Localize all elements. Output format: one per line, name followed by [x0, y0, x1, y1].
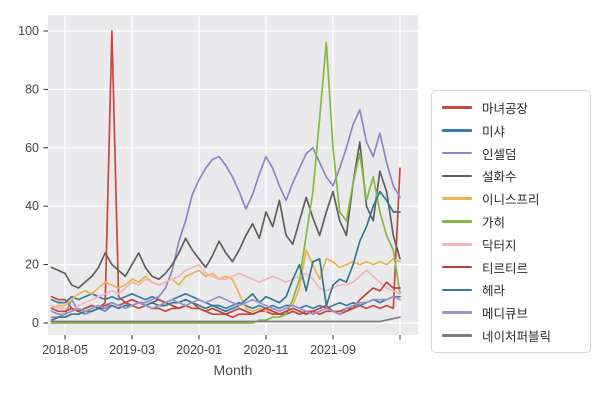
legend-label: 인셀덤: [482, 147, 517, 162]
series-line-6: [50, 263, 401, 313]
series-line-10: [50, 316, 401, 323]
x-tick-label: 2020-11: [244, 343, 289, 357]
legend-swatch: [442, 311, 472, 315]
y-tick-label: 0: [32, 316, 39, 330]
legend-label: 헤라: [482, 284, 506, 299]
legend-swatch: [442, 128, 472, 132]
legend-item: 헤라: [442, 280, 580, 299]
series-line-5: [50, 41, 401, 324]
y-tick-label: 80: [25, 82, 39, 96]
y-tick-label: 40: [25, 199, 39, 213]
x-tick-label: 2018-05: [42, 343, 88, 357]
series-line-9: [50, 295, 401, 316]
series-line-2: [50, 108, 401, 319]
legend-swatch: [442, 197, 472, 200]
legend-label: 네이처퍼블릭: [482, 330, 552, 345]
legend-item: 미샤: [442, 121, 580, 140]
legend-swatch: [442, 220, 472, 223]
legend-swatch: [442, 334, 472, 337]
legend-swatch: [442, 265, 472, 269]
legend-item: 메디큐브: [442, 303, 580, 322]
legend-item: 이니스프리: [442, 189, 580, 208]
legend-item: 네이처퍼블릭: [442, 326, 580, 345]
legend-item: 마녀공장: [442, 98, 580, 117]
series-line-1: [50, 292, 401, 310]
x-tick-label: 2021-09: [310, 343, 356, 357]
legend-swatch: [442, 106, 472, 109]
legend-swatch: [442, 174, 472, 178]
legend-label: 마녀공장: [482, 101, 529, 116]
x-tick-label: 2019-03: [109, 343, 155, 357]
series-line-3: [50, 141, 401, 289]
series-line-4: [50, 249, 401, 313]
legend-item: 가히: [442, 212, 580, 231]
legend-label: 이니스프리: [482, 193, 540, 208]
x-tick-label: 2020-01: [176, 343, 222, 357]
legend-item: 설화수: [442, 166, 580, 185]
x-axis-title: Month: [213, 362, 253, 378]
legend-item: 인셀덤: [442, 144, 580, 163]
legend-label: 가히: [482, 215, 506, 230]
legend-label: 티르티르: [482, 261, 529, 276]
series-line-8: [50, 190, 401, 321]
y-tick-label: 20: [25, 258, 39, 272]
legend-label: 닥터지: [482, 238, 517, 253]
legend-label: 미샤: [482, 124, 506, 139]
y-tick-label: 100: [18, 24, 39, 38]
legend-item: 닥터지: [442, 235, 580, 254]
legend-label: 메디큐브: [482, 307, 529, 322]
legend-swatch: [442, 288, 472, 292]
y-tick-label: 60: [25, 141, 39, 155]
legend-swatch: [442, 151, 472, 155]
legend-item: 티르티르: [442, 258, 580, 277]
legend-label: 설화수: [482, 170, 517, 185]
legend-swatch: [442, 242, 472, 246]
